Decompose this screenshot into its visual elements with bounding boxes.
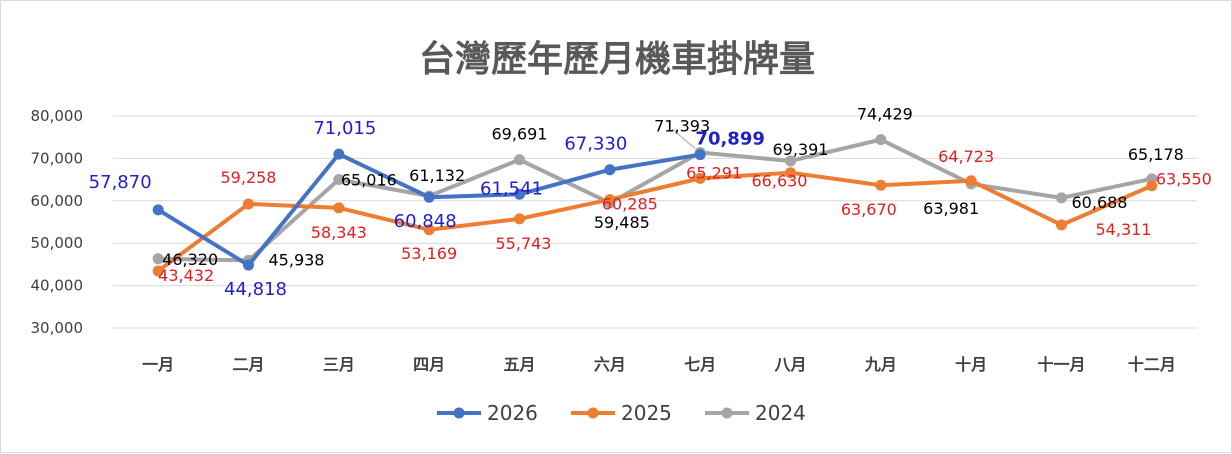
data-point-2026: [243, 259, 254, 271]
y-tick-label: 30,000: [31, 319, 84, 337]
data-point-2025: [243, 198, 254, 210]
data-label-2024: 60,688: [1072, 193, 1128, 212]
data-label-2026: 70,899: [695, 129, 764, 150]
data-point-2025: [333, 202, 345, 214]
data-label-2026: 44,818: [224, 279, 287, 300]
x-tick-label: 七月: [684, 355, 716, 374]
data-point-2025: [514, 213, 525, 225]
data-label-2025: 63,550: [1156, 170, 1212, 189]
x-tick-label: 四月: [413, 355, 445, 374]
data-label-2026: 57,870: [89, 172, 152, 193]
data-point-2025: [604, 194, 616, 206]
x-tick-label: 二月: [232, 355, 264, 374]
data-point-2025: [875, 179, 887, 191]
data-point-2025: [965, 175, 977, 187]
legend-marker-2026: [453, 407, 465, 419]
data-point-2024: [514, 154, 525, 166]
data-label-2025: 54,311: [1096, 220, 1152, 239]
data-label-2025: 63,670: [841, 200, 897, 219]
data-label-2024: 74,429: [857, 105, 913, 124]
data-label-2025: 55,743: [496, 234, 552, 253]
data-point-2025: [152, 265, 164, 277]
x-tick-label: 九月: [864, 355, 897, 374]
data-point-2026: [333, 148, 345, 160]
legend-label-2025: 2025: [621, 401, 672, 425]
data-label-2024: 46,320: [162, 250, 218, 269]
x-tick-label: 十月: [955, 355, 987, 374]
data-label-2024: 71,393: [654, 116, 710, 135]
data-point-2026: [604, 164, 616, 176]
series-line-2025: [156, 170, 1153, 273]
y-axis-ticks: 30,000 40,000 50,000 60,000 70,000 80,000: [31, 107, 84, 337]
chart-title: 台灣歷年歷月機車掛牌量: [419, 39, 815, 80]
data-label-2024: 61,132: [409, 166, 465, 185]
data-label-2025: 60,285: [602, 195, 658, 214]
data-point-2024: [785, 155, 796, 167]
legend-marker-2025: [587, 407, 599, 419]
data-label-2025: 65,291: [686, 163, 742, 182]
y-tick-label: 60,000: [31, 192, 84, 210]
y-tick-label: 80,000: [31, 107, 84, 125]
gridlines: [113, 115, 1197, 329]
legend-marker-2024: [721, 407, 733, 419]
data-label-2026: 60,848: [394, 211, 457, 232]
data-point-2026: [423, 191, 435, 203]
data-label-2024: 63,981: [923, 199, 979, 218]
data-label-2024: 59,485: [594, 213, 650, 232]
x-tick-label: 六月: [594, 355, 626, 374]
legend-label-2026: 2026: [487, 401, 538, 425]
data-label-2024: 69,691: [492, 125, 548, 144]
data-point-2024: [875, 134, 887, 146]
data-label-2026: 71,015: [313, 118, 376, 139]
data-point-2025: [1146, 180, 1158, 192]
data-point-2024: [152, 253, 164, 265]
x-tick-label: 十一月: [1037, 355, 1085, 374]
data-label-2025: 59,258: [221, 168, 277, 187]
data-label-2024: 65,016: [341, 171, 397, 190]
data-point-2025: [423, 224, 435, 236]
x-axis-ticks: 一月 二月 三月 四月 五月 六月 七月 八月 九月 十月 十一月 十二月: [142, 355, 1176, 374]
data-point-2025: [785, 167, 796, 179]
data-point-2024: [1056, 192, 1067, 204]
data-point-2026: [514, 188, 525, 200]
y-tick-label: 50,000: [31, 234, 84, 252]
data-label-2024: 69,391: [773, 140, 829, 159]
data-label-2025: 53,169: [401, 244, 457, 263]
data-label-2025: 43,432: [158, 266, 214, 285]
series-lines: [152, 128, 1158, 277]
data-labels: 57,870 44,818 71,015 60,848 61,541 67,330 70,8…: [89, 105, 1212, 301]
y-tick-label: 70,000: [31, 149, 84, 167]
x-tick-label: 五月: [503, 355, 535, 374]
data-label-2026: 67,330: [564, 134, 627, 155]
data-label-2025: 64,723: [938, 147, 994, 166]
legend: 2026 2025 2024: [437, 401, 806, 425]
data-label-2025: 66,630: [752, 172, 808, 191]
y-tick-label: 40,000: [31, 277, 84, 295]
data-point-2024: [333, 174, 345, 186]
legend-label-2024: 2024: [755, 401, 806, 425]
x-tick-label: 八月: [773, 355, 806, 374]
data-point-2025: [694, 172, 706, 184]
data-label-2024: 65,178: [1128, 145, 1184, 164]
x-tick-label: 三月: [323, 355, 355, 374]
x-tick-label: 一月: [142, 355, 174, 374]
data-point-2026: [694, 149, 706, 161]
data-label-2026: 61,541: [480, 178, 543, 199]
label-leader-line: [671, 128, 696, 149]
data-point-2026: [152, 204, 164, 216]
data-label-2024: 45,938: [269, 250, 325, 269]
x-tick-label: 十二月: [1128, 355, 1176, 374]
data-label-2025: 58,343: [311, 223, 367, 242]
data-point-2025: [1056, 219, 1067, 231]
